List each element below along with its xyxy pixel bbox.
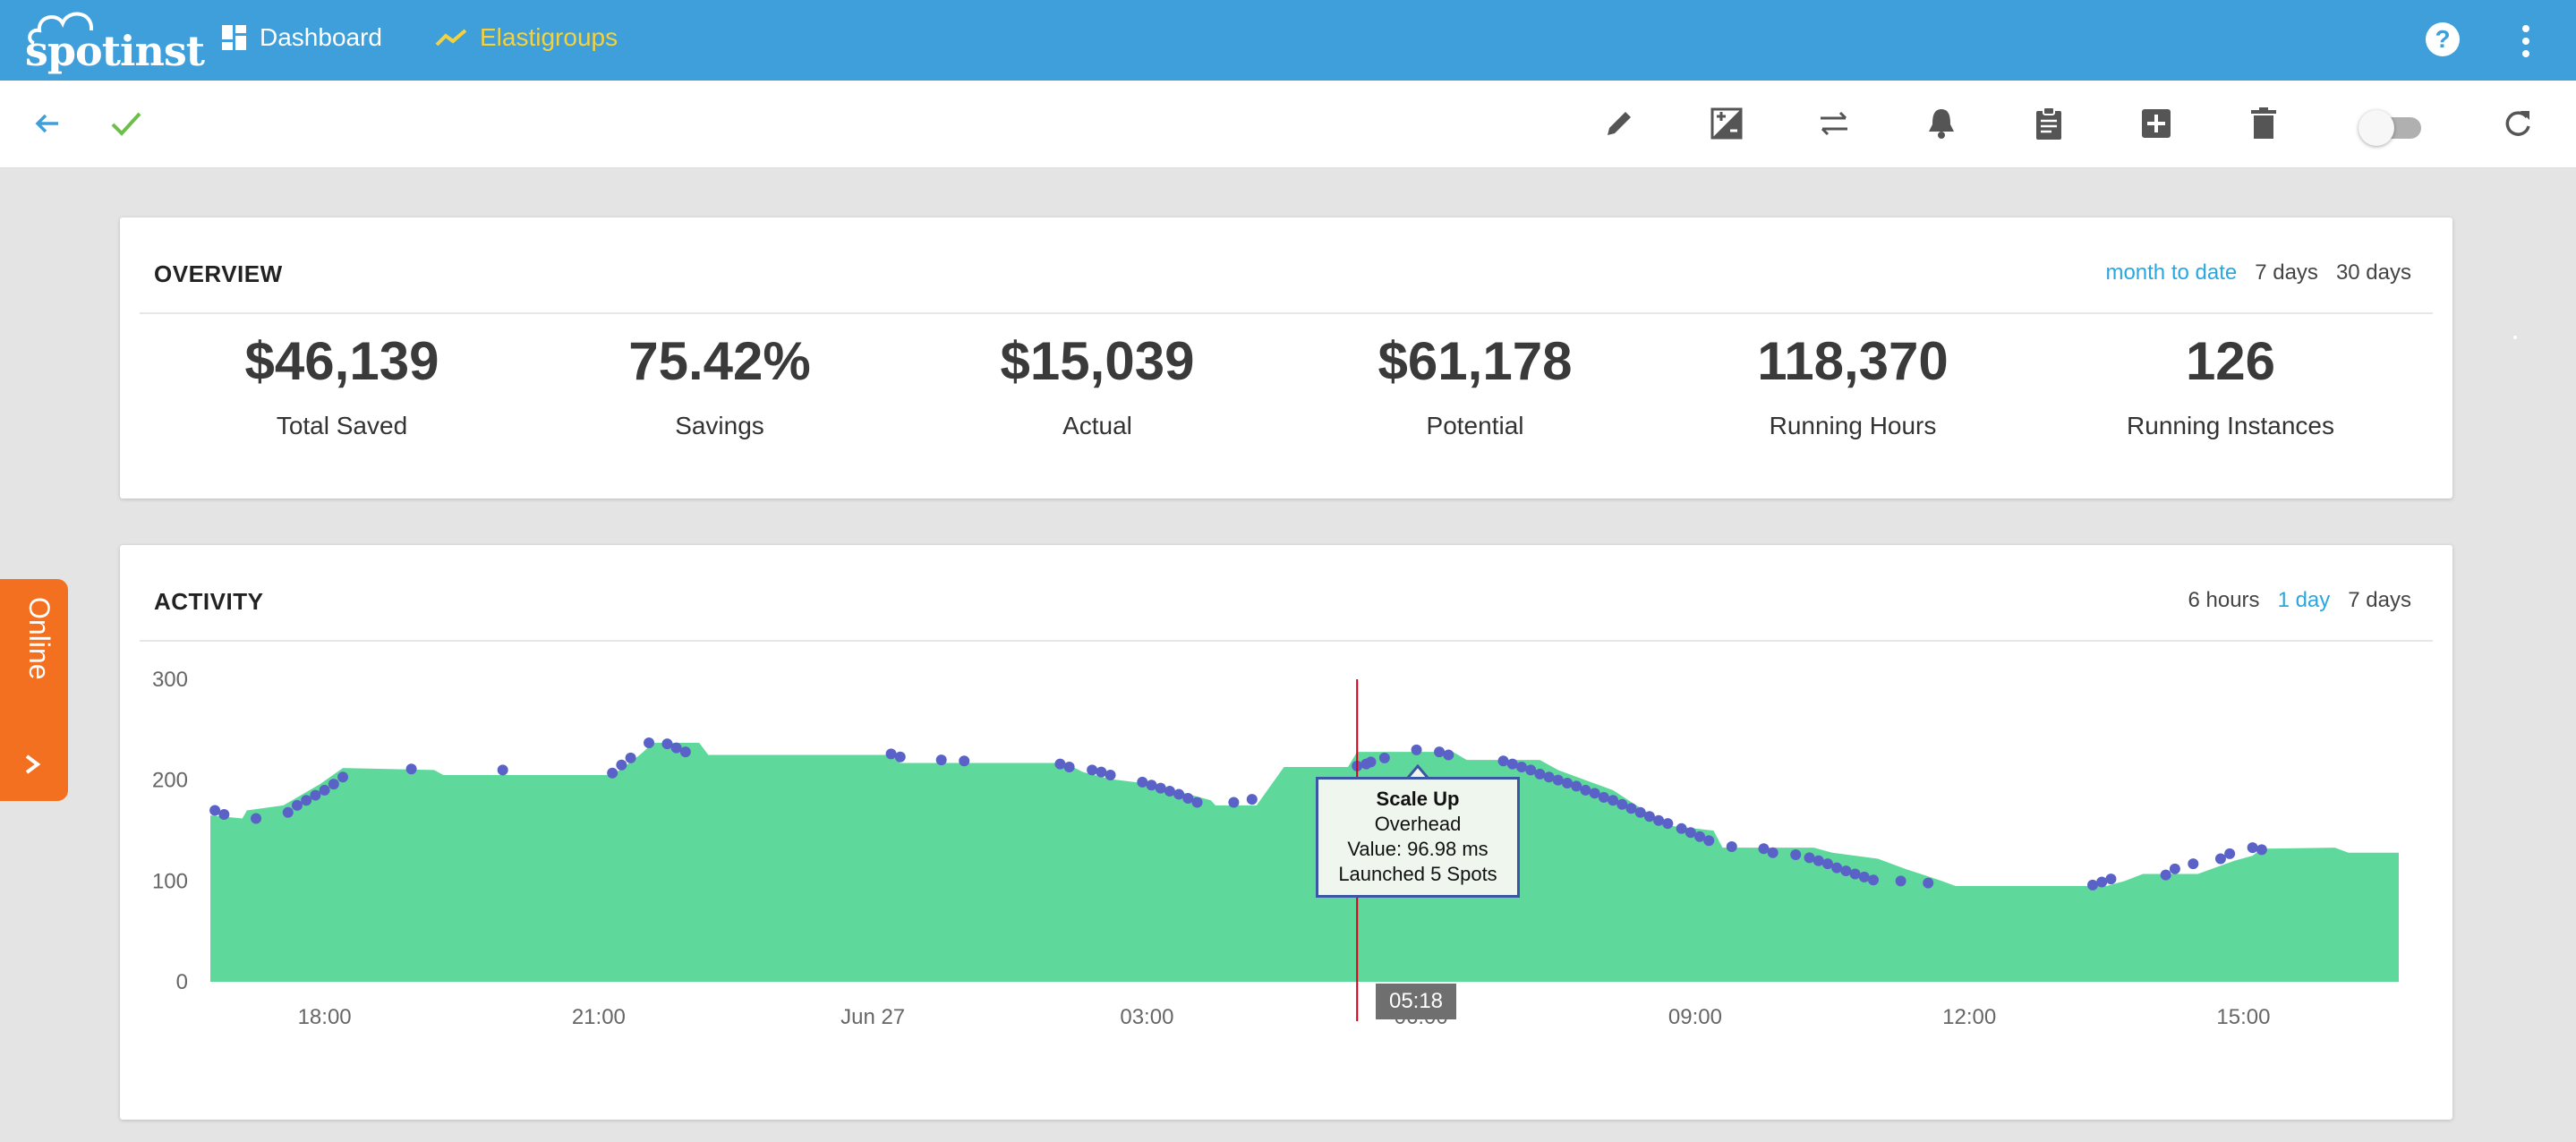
range-7-days[interactable]: 7 days — [2255, 260, 2318, 285]
tooltip-line: Value: 96.98 ms — [1347, 838, 1488, 860]
overview-title: OVERVIEW — [154, 260, 283, 287]
cloud-logo-icon — [28, 12, 94, 45]
stat-value: 126 — [2185, 331, 2276, 391]
stat-value: 75.42% — [628, 331, 811, 391]
help-icon[interactable]: ? — [2426, 22, 2460, 56]
range-30-days[interactable]: 30 days — [2335, 260, 2411, 285]
stat-value: $61,178 — [1378, 331, 1573, 391]
nav-dashboard[interactable]: Dashboard — [222, 23, 382, 52]
stat-label: Running Hours — [1769, 412, 1937, 439]
stat-savings: 75.42% Savings — [541, 330, 899, 440]
refresh-icon[interactable] — [2499, 105, 2537, 142]
overview-divider — [140, 312, 2433, 314]
stat-label: Running Instances — [2127, 412, 2334, 439]
dashboard-grid-icon — [222, 25, 246, 50]
stat-label: Actual — [1062, 412, 1132, 439]
trash-icon[interactable] — [2245, 105, 2282, 142]
back-arrow-icon[interactable] — [30, 105, 67, 142]
stat-value: $15,039 — [1000, 331, 1195, 391]
top-navbar: spotinst Dashboard Elastigroups ? — [0, 0, 2576, 81]
stat-label: Savings — [675, 412, 764, 439]
swap-arrows-icon[interactable] — [1815, 105, 1853, 142]
stat-total-saved: $46,139 Total Saved — [163, 330, 521, 440]
spotinst-logo[interactable]: spotinst — [23, 4, 205, 75]
range-month-to-date[interactable]: month to date — [2105, 260, 2238, 285]
chevron-right-icon — [25, 754, 41, 774]
stat-value: 118,370 — [1757, 331, 1949, 391]
edit-pencil-icon[interactable] — [1600, 105, 1638, 142]
online-label: Online — [23, 597, 55, 680]
chart-tooltip: Scale Up Overhead Value: 96.98 ms Launch… — [1316, 777, 1520, 898]
range-7-days[interactable]: 7 days — [2348, 588, 2411, 612]
action-toolbar — [0, 81, 2576, 168]
decorative-dot — [2513, 336, 2517, 339]
trending-line-icon — [435, 29, 467, 47]
cursor-time-badge: 05:18 — [1376, 984, 1456, 1019]
stat-value: $46,139 — [244, 331, 439, 391]
stat-label: Total Saved — [276, 412, 408, 439]
kebab-menu-icon[interactable] — [2517, 23, 2535, 59]
nav-dashboard-label: Dashboard — [260, 23, 382, 51]
image-plus-minus-icon[interactable] — [1708, 105, 1745, 142]
logo-text: spotinst — [25, 27, 205, 75]
nav-elastigroups[interactable]: Elastigroups — [435, 23, 618, 52]
overview-panel: OVERVIEW month to date 7 days 30 days $4… — [120, 217, 2452, 499]
activity-panel: ACTIVITY 6 hours 1 day 7 days — [120, 545, 2452, 1120]
stat-potential: $61,178 Potential — [1296, 330, 1654, 440]
activity-range-selector: 6 hours 1 day 7 days — [2188, 588, 2412, 613]
bell-icon[interactable] — [1923, 105, 1960, 142]
check-icon[interactable] — [107, 105, 145, 142]
toggle-switch[interactable] — [2358, 109, 2427, 146]
range-6-hours[interactable]: 6 hours — [2188, 588, 2260, 612]
overview-range-selector: month to date 7 days 30 days — [2105, 260, 2411, 286]
toggle-knob — [2358, 110, 2394, 146]
nav-elastigroups-label: Elastigroups — [480, 23, 618, 51]
clipboard-icon[interactable] — [2030, 105, 2068, 142]
online-status-tab[interactable]: Online — [0, 579, 68, 801]
tooltip-title: Scale Up — [1376, 788, 1460, 810]
plus-box-icon[interactable] — [2137, 105, 2175, 142]
overview-stats: $46,139 Total Saved 75.42% Savings $15,0… — [120, 330, 2452, 464]
range-1-day[interactable]: 1 day — [2277, 588, 2331, 612]
stat-label: Potential — [1426, 412, 1524, 439]
tooltip-line: Overhead — [1374, 813, 1462, 835]
activity-divider — [140, 640, 2433, 642]
activity-title: ACTIVITY — [154, 588, 264, 615]
tooltip-line: Launched 5 Spots — [1338, 863, 1497, 885]
stat-running-instances: 126 Running Instances — [2051, 330, 2410, 440]
stat-actual: $15,039 Actual — [918, 330, 1276, 440]
stat-running-hours: 118,370 Running Hours — [1674, 330, 2032, 440]
